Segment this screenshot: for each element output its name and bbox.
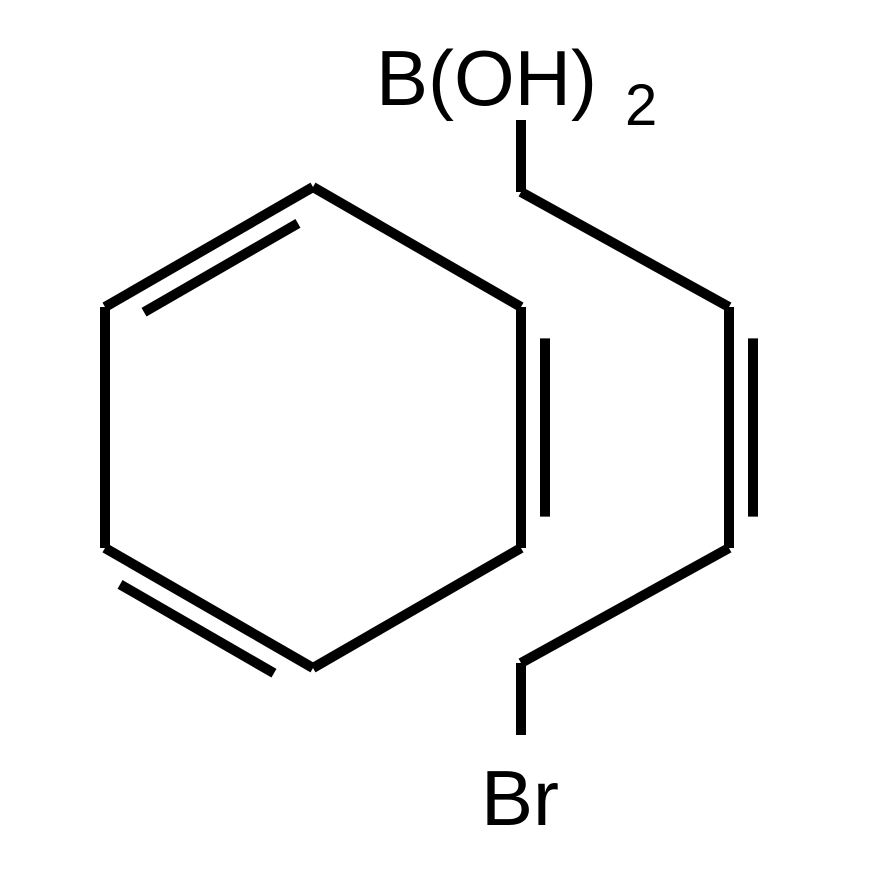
label-bromine: Br: [481, 754, 559, 842]
svg-text:B(OH): B(OH): [376, 34, 597, 122]
svg-text:Br: Br: [481, 754, 559, 842]
molecule-diagram: B(OH) 2 Br: [0, 0, 890, 890]
svg-text:2: 2: [625, 73, 657, 138]
